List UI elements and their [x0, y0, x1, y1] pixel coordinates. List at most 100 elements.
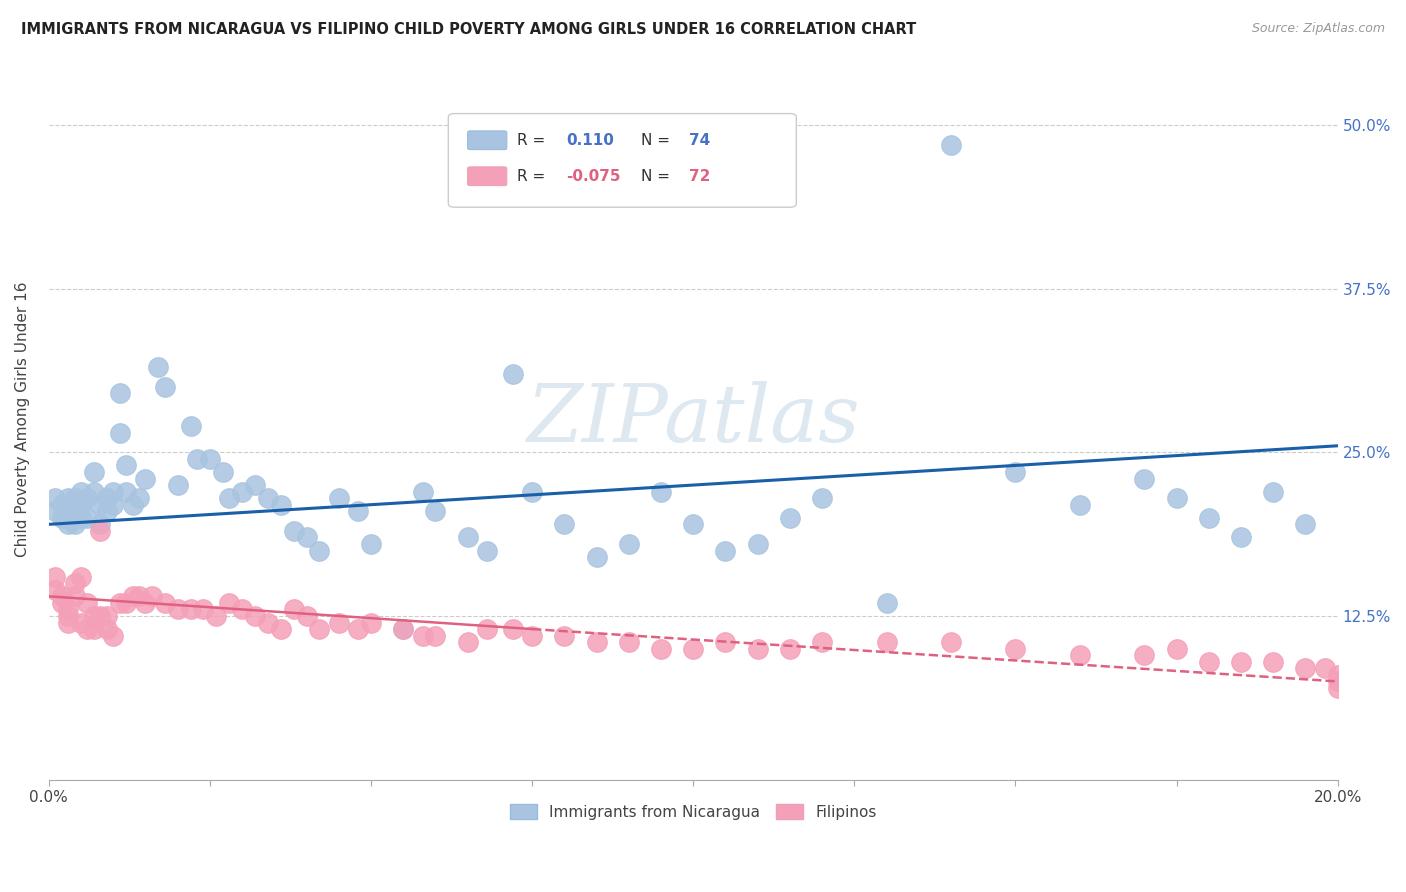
Text: 72: 72	[689, 169, 710, 184]
Point	[747, 537, 769, 551]
Point	[553, 629, 575, 643]
Point	[180, 419, 202, 434]
Point	[96, 609, 118, 624]
Point	[153, 380, 176, 394]
Point	[83, 609, 105, 624]
Point	[70, 510, 93, 524]
Legend: Immigrants from Nicaragua, Filipinos: Immigrants from Nicaragua, Filipinos	[503, 798, 883, 826]
Point	[876, 635, 898, 649]
Point	[520, 629, 543, 643]
Point	[141, 590, 163, 604]
Point	[520, 484, 543, 499]
Point	[360, 537, 382, 551]
Point	[121, 590, 143, 604]
Point	[283, 602, 305, 616]
Text: -0.075: -0.075	[567, 169, 620, 184]
Point	[617, 537, 640, 551]
Point	[553, 517, 575, 532]
Point	[70, 498, 93, 512]
Point	[96, 491, 118, 505]
Point	[211, 465, 233, 479]
Point	[457, 635, 479, 649]
Point	[83, 465, 105, 479]
Point	[425, 629, 447, 643]
Point	[166, 602, 188, 616]
Point	[51, 498, 73, 512]
Point	[308, 543, 330, 558]
Point	[308, 622, 330, 636]
Point	[1198, 510, 1220, 524]
Point	[63, 576, 86, 591]
Point	[63, 590, 86, 604]
Point	[779, 510, 801, 524]
Point	[108, 425, 131, 440]
Point	[714, 635, 737, 649]
Point	[89, 517, 111, 532]
Point	[134, 471, 156, 485]
Text: Source: ZipAtlas.com: Source: ZipAtlas.com	[1251, 22, 1385, 36]
Point	[1133, 648, 1156, 663]
Point	[76, 491, 98, 505]
Point	[1069, 648, 1091, 663]
Text: ZIPatlas: ZIPatlas	[526, 381, 860, 458]
Text: 0.110: 0.110	[567, 133, 614, 148]
Point	[51, 510, 73, 524]
Point	[70, 570, 93, 584]
Text: N =: N =	[641, 133, 675, 148]
Point	[103, 498, 125, 512]
Point	[1326, 674, 1348, 689]
Point	[257, 615, 280, 630]
Point	[205, 609, 228, 624]
Point	[1294, 661, 1316, 675]
Point	[198, 451, 221, 466]
Point	[89, 609, 111, 624]
FancyBboxPatch shape	[468, 167, 506, 186]
Point	[876, 596, 898, 610]
Point	[270, 498, 292, 512]
Point	[231, 484, 253, 499]
Point	[1166, 491, 1188, 505]
Point	[63, 504, 86, 518]
Point	[166, 478, 188, 492]
Point	[347, 622, 370, 636]
Point	[1166, 641, 1188, 656]
Point	[1198, 655, 1220, 669]
Point	[83, 622, 105, 636]
Point	[56, 504, 79, 518]
Point	[392, 622, 415, 636]
Point	[283, 524, 305, 538]
Point	[70, 615, 93, 630]
Point	[128, 491, 150, 505]
Point	[193, 602, 215, 616]
Point	[1004, 641, 1026, 656]
Point	[89, 498, 111, 512]
Point	[257, 491, 280, 505]
Point	[56, 491, 79, 505]
Point	[108, 386, 131, 401]
Point	[243, 478, 266, 492]
Point	[231, 602, 253, 616]
Point	[1133, 471, 1156, 485]
FancyBboxPatch shape	[468, 131, 506, 150]
Point	[392, 622, 415, 636]
Point	[180, 602, 202, 616]
Point	[585, 635, 607, 649]
Point	[1326, 668, 1348, 682]
Point	[457, 530, 479, 544]
Point	[44, 582, 66, 597]
Point	[1294, 517, 1316, 532]
Point	[682, 517, 704, 532]
Text: R =: R =	[517, 133, 550, 148]
Text: R =: R =	[517, 169, 550, 184]
Point	[502, 622, 524, 636]
Text: N =: N =	[641, 169, 675, 184]
Point	[115, 596, 138, 610]
Point	[939, 635, 962, 649]
Point	[63, 491, 86, 505]
Point	[89, 524, 111, 538]
Point	[295, 530, 318, 544]
Point	[1230, 530, 1253, 544]
Point	[475, 622, 498, 636]
Point	[76, 596, 98, 610]
Point	[148, 360, 170, 375]
